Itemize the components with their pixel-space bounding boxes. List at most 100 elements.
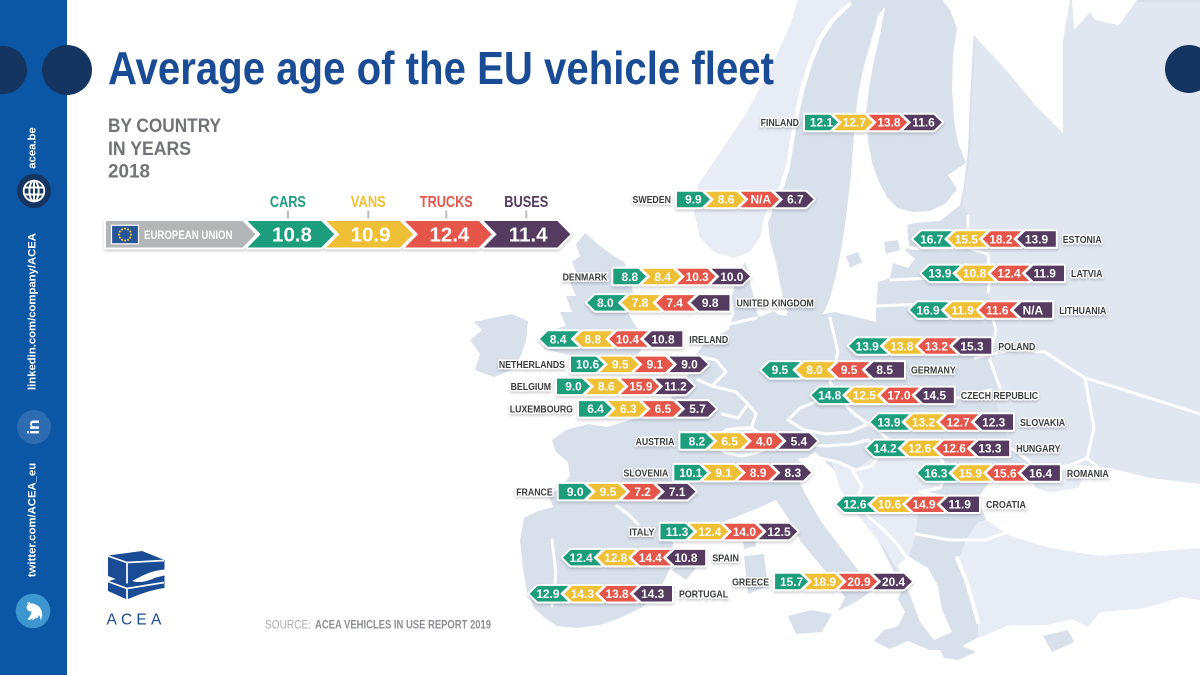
svg-text:14.3: 14.3 — [571, 587, 595, 601]
svg-text:6.5: 6.5 — [655, 402, 672, 416]
svg-text:12.6: 12.6 — [943, 442, 967, 456]
svg-text:14.4: 14.4 — [639, 551, 663, 565]
svg-text:6.3: 6.3 — [620, 402, 637, 416]
svg-text:20.4: 20.4 — [882, 575, 906, 589]
svg-text:15.6: 15.6 — [993, 466, 1017, 480]
svg-text:9.0: 9.0 — [567, 485, 584, 499]
svg-text:8.5: 8.5 — [876, 363, 893, 377]
svg-text:10.4: 10.4 — [616, 332, 640, 346]
svg-text:8.8: 8.8 — [585, 332, 602, 346]
svg-text:LATVIA: LATVIA — [1071, 269, 1103, 280]
svg-text:7.4: 7.4 — [666, 296, 683, 310]
svg-text:10.9: 10.9 — [351, 224, 391, 247]
svg-text:8.0: 8.0 — [597, 296, 614, 310]
svg-text:13.8: 13.8 — [877, 116, 901, 130]
svg-text:GREECE: GREECE — [732, 577, 769, 588]
svg-text:7.2: 7.2 — [634, 485, 651, 499]
svg-text:10.6: 10.6 — [576, 358, 600, 372]
svg-text:ESTONIA: ESTONIA — [1063, 235, 1102, 246]
svg-text:IN YEARS: IN YEARS — [108, 139, 191, 160]
svg-text:12.4: 12.4 — [570, 551, 594, 565]
svg-text:13.2: 13.2 — [912, 415, 936, 429]
svg-text:10.8: 10.8 — [674, 551, 698, 565]
svg-text:SOURCE:ACEA VEHICLES IN USE RE: SOURCE: ACEA VEHICLES IN USE REPORT 2019 — [265, 618, 491, 632]
svg-text:9.1: 9.1 — [647, 358, 664, 372]
svg-text:12.7: 12.7 — [843, 116, 867, 130]
svg-text:10.8: 10.8 — [272, 224, 312, 247]
svg-text:8.4: 8.4 — [550, 332, 567, 346]
svg-text:FINLAND: FINLAND — [761, 118, 799, 129]
svg-text:13.3: 13.3 — [978, 442, 1002, 456]
svg-text:8.9: 8.9 — [750, 466, 767, 480]
svg-text:VANS: VANS — [351, 194, 386, 211]
svg-text:11.2: 11.2 — [664, 380, 687, 394]
svg-text:BY COUNTRY: BY COUNTRY — [108, 116, 221, 137]
svg-text:15.7: 15.7 — [780, 575, 804, 589]
svg-text:14.2: 14.2 — [874, 442, 898, 456]
svg-text:11.9: 11.9 — [1033, 267, 1056, 281]
svg-text:12.9: 12.9 — [536, 587, 560, 601]
svg-text:6.5: 6.5 — [721, 434, 738, 448]
svg-text:7.8: 7.8 — [632, 296, 649, 310]
svg-text:11.4: 11.4 — [509, 224, 548, 247]
svg-text:EUROPEAN UNION: EUROPEAN UNION — [144, 228, 233, 242]
svg-text:acea.be: acea.be — [27, 127, 39, 168]
svg-text:12.4: 12.4 — [429, 224, 469, 247]
svg-text:9.5: 9.5 — [772, 363, 789, 377]
svg-text:5.7: 5.7 — [689, 402, 706, 416]
svg-text:10.8: 10.8 — [651, 332, 675, 346]
svg-text:CZECH REPUBLIC: CZECH REPUBLIC — [961, 391, 1039, 402]
svg-text:8.6: 8.6 — [598, 380, 615, 394]
svg-text:SWEDEN: SWEDEN — [633, 195, 671, 206]
svg-text:11.6: 11.6 — [912, 116, 935, 130]
svg-text:7.1: 7.1 — [669, 485, 686, 499]
svg-text:15.3: 15.3 — [960, 339, 984, 353]
svg-text:11.6: 11.6 — [986, 303, 1009, 317]
svg-text:20.9: 20.9 — [847, 575, 871, 589]
svg-text:13.9: 13.9 — [877, 415, 901, 429]
svg-text:NETHERLANDS: NETHERLANDS — [499, 360, 565, 371]
svg-text:15.5: 15.5 — [955, 232, 979, 246]
svg-text:16.3: 16.3 — [924, 466, 948, 480]
svg-text:12.6: 12.6 — [908, 442, 932, 456]
svg-text:14.3: 14.3 — [641, 587, 665, 601]
svg-text:6.4: 6.4 — [587, 402, 604, 416]
svg-text:9.9: 9.9 — [685, 193, 702, 207]
svg-text:11.9: 11.9 — [948, 498, 971, 512]
svg-text:PORTUGAL: PORTUGAL — [679, 590, 728, 601]
svg-text:13.8: 13.8 — [890, 339, 914, 353]
svg-text:11.3: 11.3 — [666, 525, 689, 539]
svg-text:linkedin.com/company/ACEA: linkedin.com/company/ACEA — [27, 233, 39, 390]
svg-text:15.9: 15.9 — [629, 380, 653, 394]
svg-text:8.4: 8.4 — [654, 270, 671, 284]
svg-text:Average age of the EU vehicle: Average age of the EU vehicle fleet — [108, 42, 774, 94]
svg-text:16.9: 16.9 — [917, 303, 941, 317]
svg-text:12.6: 12.6 — [843, 498, 867, 512]
svg-text:ROMANIA: ROMANIA — [1067, 469, 1109, 480]
svg-text:13.9: 13.9 — [856, 339, 880, 353]
svg-text:15.9: 15.9 — [959, 466, 983, 480]
svg-text:8.6: 8.6 — [718, 193, 735, 207]
svg-text:FRANCE: FRANCE — [516, 487, 553, 498]
svg-text:IRELAND: IRELAND — [689, 335, 728, 346]
svg-text:18.9: 18.9 — [813, 575, 837, 589]
svg-text:13.9: 13.9 — [928, 267, 952, 281]
svg-text:CROATIA: CROATIA — [986, 500, 1026, 511]
svg-text:2018: 2018 — [108, 162, 150, 183]
svg-text:14.9: 14.9 — [913, 498, 937, 512]
svg-text:9.0: 9.0 — [565, 380, 582, 394]
svg-text:10.8: 10.8 — [963, 267, 987, 281]
svg-text:6.7: 6.7 — [787, 193, 804, 207]
svg-text:9.8: 9.8 — [702, 296, 719, 310]
svg-text:9.5: 9.5 — [841, 363, 858, 377]
svg-text:5.4: 5.4 — [791, 434, 808, 448]
svg-text:9.1: 9.1 — [715, 466, 732, 480]
svg-text:N/A: N/A — [1023, 303, 1044, 317]
svg-text:13.2: 13.2 — [925, 339, 949, 353]
svg-text:LITHUANIA: LITHUANIA — [1059, 306, 1107, 317]
svg-text:9.5: 9.5 — [600, 485, 617, 499]
svg-text:12.5: 12.5 — [853, 389, 877, 403]
svg-text:14.5: 14.5 — [923, 389, 947, 403]
svg-text:11.9: 11.9 — [951, 303, 974, 317]
svg-text:12.7: 12.7 — [947, 415, 971, 429]
